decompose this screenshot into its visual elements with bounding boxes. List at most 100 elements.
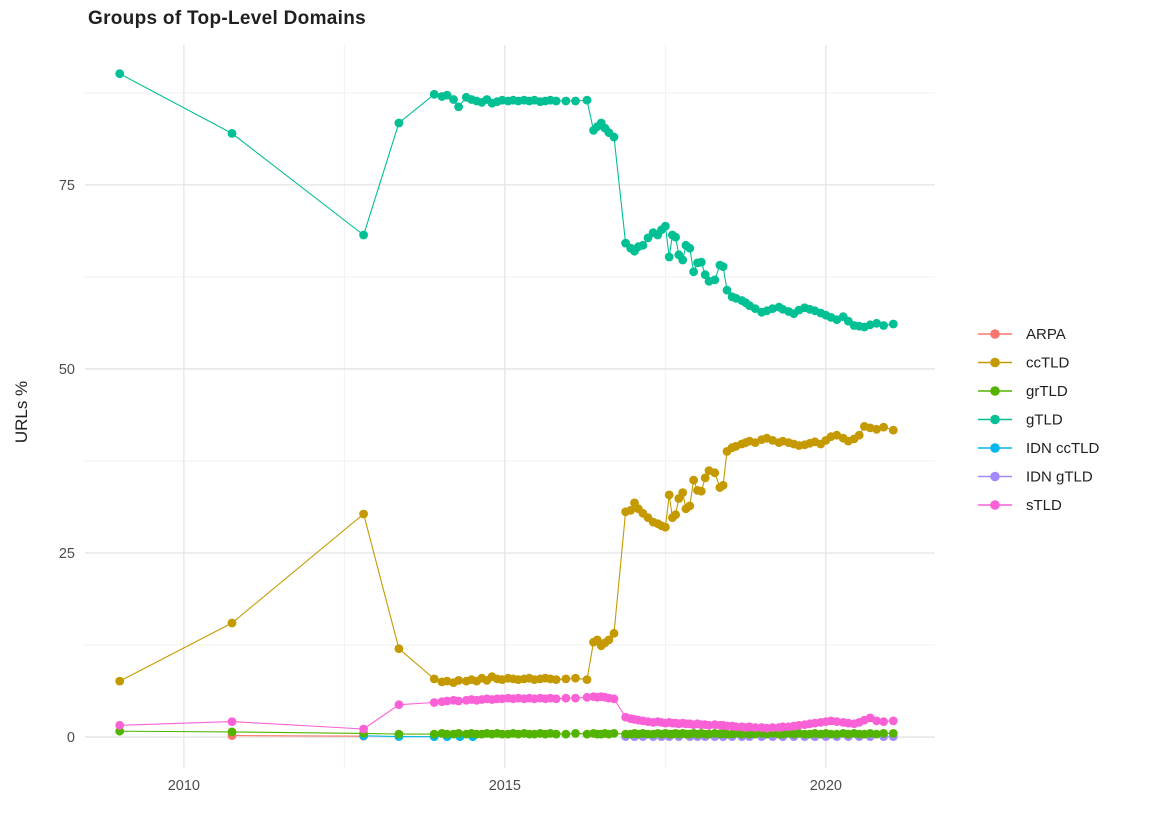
data-point (561, 693, 571, 703)
legend-item-grTLD: grTLD (978, 383, 1068, 400)
data-point (696, 257, 706, 267)
y-axis-title: URLs % (12, 380, 31, 444)
data-point (394, 644, 404, 654)
data-point (872, 716, 881, 726)
data-point (449, 95, 458, 104)
data-point (561, 674, 571, 684)
data-point (700, 270, 710, 280)
data-point (664, 252, 674, 262)
data-point (689, 475, 698, 485)
data-point (394, 729, 404, 739)
data-point (442, 90, 452, 100)
data-point (664, 490, 674, 500)
data-point (227, 727, 237, 737)
data-point (609, 729, 619, 738)
data-point (888, 425, 898, 435)
legend: ARPA ccTLD grTLD gTLD IDN ccTLD IDN gTLD sTLD (978, 326, 1100, 514)
data-point (115, 69, 125, 79)
x-tick-label: 2015 (489, 778, 521, 794)
data-point (571, 96, 580, 106)
series-gTLD (115, 69, 898, 332)
data-point (454, 729, 463, 738)
data-point (609, 132, 619, 142)
legend-marker (990, 386, 1000, 396)
data-point (718, 262, 728, 271)
legend-item-IDN-gTLD: IDN gTLD (978, 469, 1093, 486)
legend-marker (990, 500, 1000, 510)
data-point (551, 729, 561, 739)
data-point (671, 510, 680, 520)
legend-item-sTLD: sTLD (978, 497, 1062, 514)
data-point (454, 102, 463, 112)
legend-label: grTLD (1026, 383, 1068, 400)
data-point (561, 729, 571, 739)
data-point (661, 522, 670, 532)
legend-marker (990, 329, 1000, 339)
legend-label: IDN ccTLD (1026, 440, 1100, 457)
legend-label: sTLD (1026, 497, 1062, 514)
data-point (582, 729, 592, 739)
data-point (768, 723, 777, 732)
data-point (429, 729, 439, 739)
data-point (115, 720, 125, 730)
legend-item-gTLD: gTLD (978, 412, 1063, 429)
data-point (718, 480, 728, 490)
series-line (119, 425, 894, 684)
data-point (551, 694, 561, 704)
data-point (609, 694, 619, 704)
data-point (879, 717, 888, 726)
series-grTLD (115, 726, 898, 739)
data-point (888, 716, 898, 726)
data-point (582, 675, 592, 684)
data-point (227, 618, 237, 628)
gridlines-minor (85, 45, 935, 768)
data-point (710, 275, 720, 285)
data-point (879, 321, 888, 330)
data-point (872, 424, 881, 434)
data-point (394, 700, 404, 710)
data-point (429, 89, 439, 99)
y-tick-label: 0 (67, 730, 75, 746)
data-point (750, 723, 760, 732)
data-point (429, 698, 439, 707)
data-point (227, 717, 237, 726)
data-point (227, 129, 237, 138)
data-point (750, 304, 760, 313)
data-point (710, 468, 720, 478)
y-tick-label: 75 (59, 178, 75, 194)
data-point (561, 96, 571, 106)
data-point (685, 501, 695, 511)
data-point (638, 240, 648, 250)
series-line (119, 73, 894, 328)
gridlines-major (85, 45, 935, 768)
legend-label: ccTLD (1026, 355, 1070, 372)
legend-marker (990, 471, 1000, 482)
data-point (359, 724, 368, 734)
data-point (872, 318, 881, 328)
data-point (626, 505, 636, 515)
data-point (879, 422, 888, 432)
data-point (571, 693, 580, 703)
data-point (359, 230, 368, 240)
data-point (685, 243, 695, 253)
data-point (551, 96, 561, 106)
data-point (678, 255, 688, 265)
data-point (582, 95, 592, 105)
axis-tick-labels: 0 25 50 75 2010 2015 2020 (59, 178, 842, 794)
series-line (231, 735, 364, 737)
legend-marker (990, 414, 1000, 425)
data-point (571, 729, 580, 738)
x-tick-label: 2010 (168, 778, 200, 794)
data-point (888, 319, 898, 329)
data-point (442, 729, 452, 739)
legend-item-ccTLD: ccTLD (978, 355, 1070, 372)
chart-title: Groups of Top-Level Domains (88, 8, 366, 29)
data-point (750, 729, 760, 739)
data-point (865, 729, 875, 738)
data-point (454, 676, 463, 685)
legend-marker (990, 357, 1000, 368)
data-point (582, 692, 592, 702)
data-point (551, 675, 561, 684)
